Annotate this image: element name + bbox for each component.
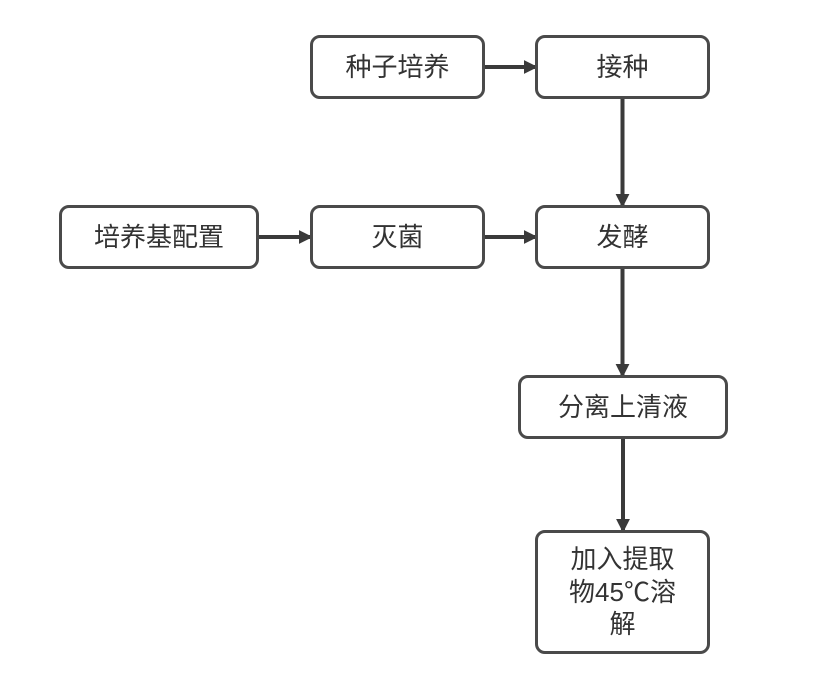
- node-medium: 培养基配置: [59, 205, 259, 269]
- node-inoculate: 接种: [535, 35, 710, 99]
- node-ferment: 发酵: [535, 205, 710, 269]
- node-dissolve: 加入提取 物45℃溶 解: [535, 530, 710, 654]
- node-separate: 分离上清液: [518, 375, 728, 439]
- node-seed: 种子培养: [310, 35, 485, 99]
- node-sterilize: 灭菌: [310, 205, 485, 269]
- flowchart-canvas: 种子培养 接种 培养基配置 灭菌 发酵 分离上清液 加入提取 物45℃溶 解: [0, 0, 819, 685]
